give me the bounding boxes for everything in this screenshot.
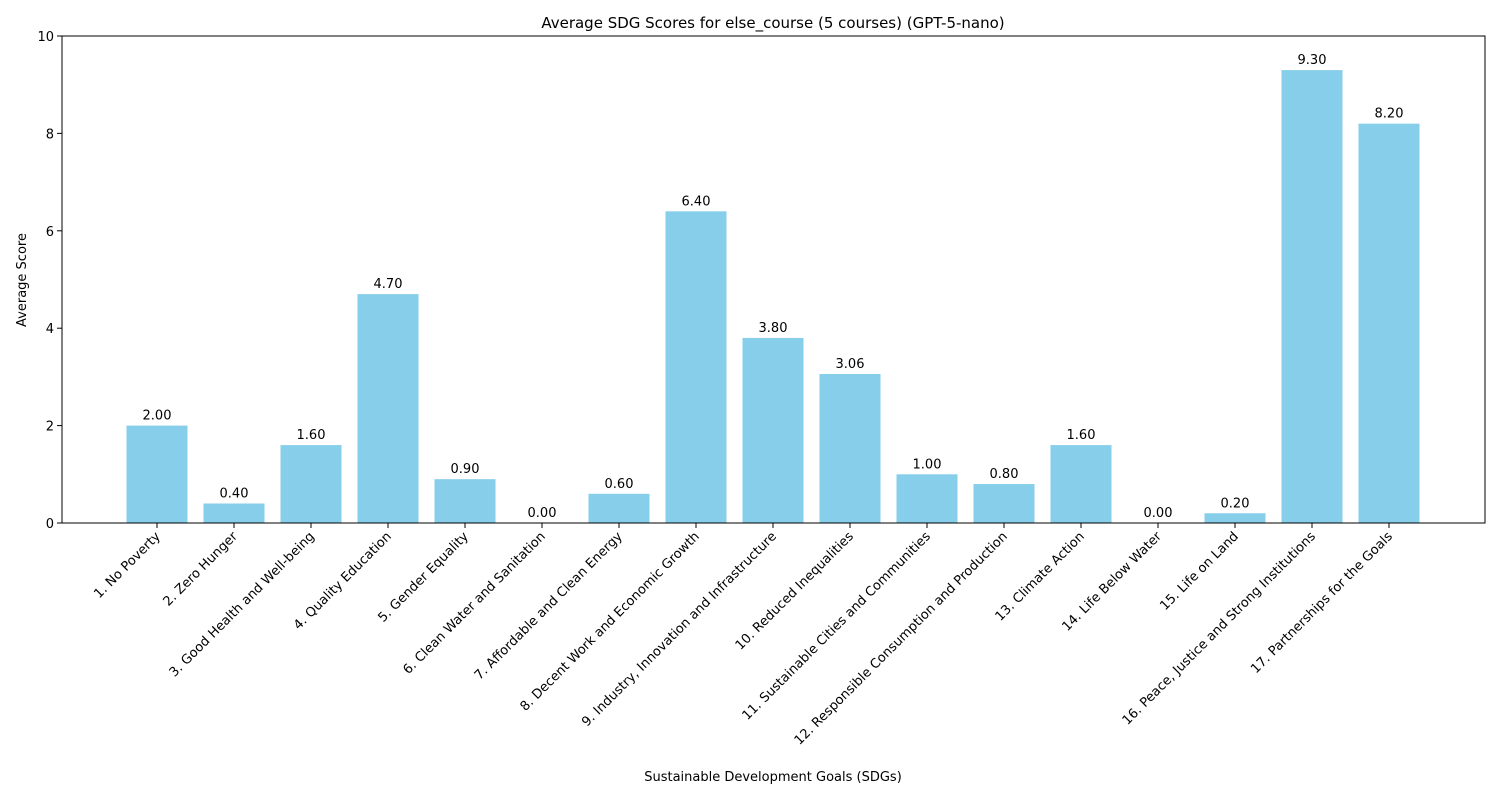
bar-value-label: 0.00 (528, 506, 557, 521)
bar (1358, 123, 1420, 523)
bar-value-label: 1.00 (913, 457, 942, 472)
bar-value-label: 3.06 (836, 357, 865, 372)
bar (973, 484, 1035, 523)
bar (588, 493, 650, 523)
y-tick-label: 10 (37, 30, 54, 45)
bar-value-label: 1.60 (1067, 428, 1096, 443)
bar-value-label: 0.80 (990, 467, 1019, 482)
y-tick-label: 0 (46, 517, 54, 532)
bar-value-label: 0.40 (220, 487, 249, 502)
bar (896, 474, 958, 523)
y-tick-label: 6 (46, 225, 54, 240)
bar (1050, 445, 1112, 523)
bar (1204, 513, 1266, 523)
bar (280, 445, 342, 523)
bar (434, 479, 496, 523)
y-tick-label: 4 (46, 322, 54, 337)
bar-value-label: 9.30 (1298, 53, 1327, 68)
chart-title: Average SDG Scores for else_course (5 co… (541, 14, 1004, 33)
bar-value-label: 2.00 (143, 409, 172, 424)
bar-value-label: 0.20 (1221, 496, 1250, 511)
bar (1281, 70, 1343, 523)
bar-value-label: 8.20 (1375, 107, 1404, 122)
bar-value-label: 3.80 (759, 321, 788, 336)
bar-value-label: 1.60 (297, 428, 326, 443)
bar (742, 337, 804, 523)
plot-frame (61, 35, 1486, 524)
y-axis: 0 2 4 6 8 10 (37, 30, 62, 532)
bar-value-label: 0.90 (451, 462, 480, 477)
bar-value-label: 0.00 (1144, 506, 1173, 521)
bar-value-label: 4.70 (374, 277, 403, 292)
bar (203, 503, 265, 523)
bar (665, 211, 727, 523)
bar (819, 373, 881, 523)
bars-layer: 2.00 0.40 1.60 4.70 0.90 0.00 0.60 6.40 3.80 3.06… (126, 53, 1420, 523)
y-tick-label: 8 (46, 127, 54, 142)
bar (126, 425, 188, 523)
bar-value-label: 6.40 (682, 194, 711, 209)
x-axis-label: Sustainable Development Goals (SDGs) (644, 770, 902, 785)
y-tick-label: 2 (46, 420, 54, 435)
bar-value-label: 0.60 (605, 477, 634, 492)
bar (357, 294, 419, 523)
y-axis-label: Average Score (15, 233, 30, 327)
